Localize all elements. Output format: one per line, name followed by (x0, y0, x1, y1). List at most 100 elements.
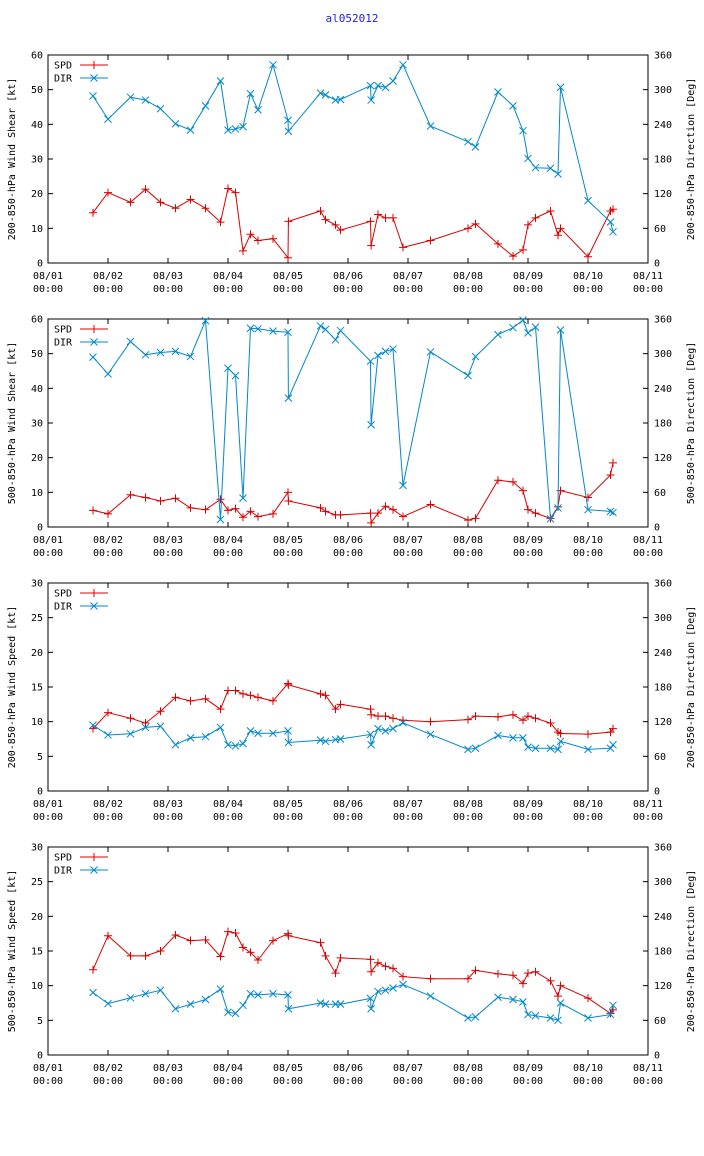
data-point-dir (556, 999, 565, 1007)
data-point-spd (224, 184, 232, 193)
data-point-dir (316, 736, 325, 745)
y2-tick-label: 300 (654, 613, 672, 624)
data-point-dir (104, 999, 112, 1008)
data-point-dir (531, 323, 540, 331)
data-point-dir (367, 740, 375, 749)
y2-tick-label: 120 (654, 717, 672, 728)
data-point-spd (126, 714, 135, 723)
data-point-dir (239, 1001, 247, 1010)
data-point-spd (389, 714, 397, 723)
x-tick-label: 08/10 (573, 1063, 603, 1074)
data-point-spd (609, 724, 617, 733)
data-point-spd (366, 509, 375, 518)
x-tick-label: 08/06 (333, 535, 363, 546)
x-tick-time: 00:00 (213, 548, 243, 559)
x-tick-label: 08/04 (213, 535, 243, 546)
data-point-spd (171, 693, 180, 702)
data-point-dir (104, 731, 112, 739)
data-point-spd (524, 505, 532, 514)
data-point-dir (471, 1013, 480, 1021)
data-point-dir (321, 325, 330, 334)
data-point-spd (284, 680, 293, 689)
legend-label-spd: SPD (54, 325, 72, 336)
x-tick-time: 00:00 (393, 1076, 423, 1087)
x-tick-time: 00:00 (573, 284, 603, 295)
data-point-spd (246, 691, 255, 700)
data-point-dir (156, 986, 165, 995)
x-tick-label: 08/01 (33, 535, 63, 546)
data-point-dir (471, 143, 480, 151)
x-tick-label: 08/06 (333, 271, 363, 282)
data-point-dir (399, 60, 407, 69)
data-point-spd (554, 992, 562, 1001)
data-point-dir (554, 1016, 562, 1025)
data-point-dir (606, 744, 615, 753)
x-tick-time: 00:00 (633, 812, 663, 823)
data-point-spd (171, 494, 180, 503)
y-tick-label: 30 (31, 155, 43, 166)
legend-marker-dir (90, 866, 98, 874)
data-point-dir (216, 77, 225, 85)
x-tick-label: 08/07 (393, 271, 423, 282)
data-point-dir (336, 735, 345, 743)
data-point-dir (254, 991, 262, 999)
data-point-spd (141, 493, 150, 502)
y2-tick-label: 180 (654, 419, 672, 430)
y-axis-label: 500-850-hPa Wind Speed [kt] (7, 870, 18, 1033)
data-point-spd (609, 205, 617, 214)
data-point-dir (284, 127, 293, 136)
data-point-spd (231, 686, 240, 695)
data-point-dir (316, 999, 325, 1007)
y-tick-label: 5 (37, 752, 43, 763)
data-point-dir (321, 1000, 330, 1009)
y-tick-label: 15 (31, 947, 43, 958)
x-tick-label: 08/06 (333, 1063, 363, 1074)
data-point-spd (89, 208, 97, 217)
data-point-dir (126, 993, 135, 1002)
data-point-spd (336, 226, 345, 235)
chart-3: 05101520253006012018024030036008/0100:00… (7, 579, 697, 824)
x-tick-label: 08/09 (513, 535, 543, 546)
data-point-dir (156, 348, 165, 357)
data-point-spd (224, 686, 232, 695)
data-point-spd (316, 207, 325, 215)
data-point-spd (269, 509, 277, 518)
data-point-dir (231, 742, 240, 750)
x-tick-label: 08/03 (153, 1063, 183, 1074)
data-point-spd (367, 710, 376, 719)
data-point-dir (284, 328, 292, 337)
data-point-dir (374, 351, 382, 360)
data-point-dir (216, 723, 225, 732)
data-point-dir (464, 371, 472, 380)
data-point-spd (374, 712, 382, 721)
data-point-spd (374, 210, 382, 219)
data-point-dir (366, 994, 375, 1003)
data-point-dir (186, 352, 195, 361)
data-point-dir (426, 992, 435, 1000)
x-tick-label: 08/10 (573, 799, 603, 810)
data-point-spd (104, 509, 112, 518)
y-tick-label: 30 (31, 419, 43, 430)
data-point-dir (426, 348, 435, 356)
data-point-dir (524, 1010, 532, 1019)
data-point-dir (284, 727, 292, 735)
x-tick-time: 00:00 (153, 812, 183, 823)
data-point-spd (186, 696, 195, 705)
data-point-spd (186, 936, 195, 945)
data-point-spd (367, 967, 376, 976)
data-point-spd (156, 947, 165, 955)
data-point-spd (554, 231, 562, 240)
y2-tick-label: 120 (654, 189, 672, 200)
x-tick-label: 08/07 (393, 535, 423, 546)
data-point-dir (471, 352, 480, 361)
data-point-spd (246, 948, 255, 957)
x-tick-time: 00:00 (273, 284, 303, 295)
data-point-spd (89, 965, 97, 974)
legend-label-spd: SPD (54, 589, 72, 600)
legend-marker-dir (90, 74, 98, 82)
x-tick-label: 08/01 (33, 271, 63, 282)
data-point-dir (546, 744, 555, 753)
x-tick-label: 08/03 (153, 271, 183, 282)
data-point-dir (284, 738, 293, 747)
